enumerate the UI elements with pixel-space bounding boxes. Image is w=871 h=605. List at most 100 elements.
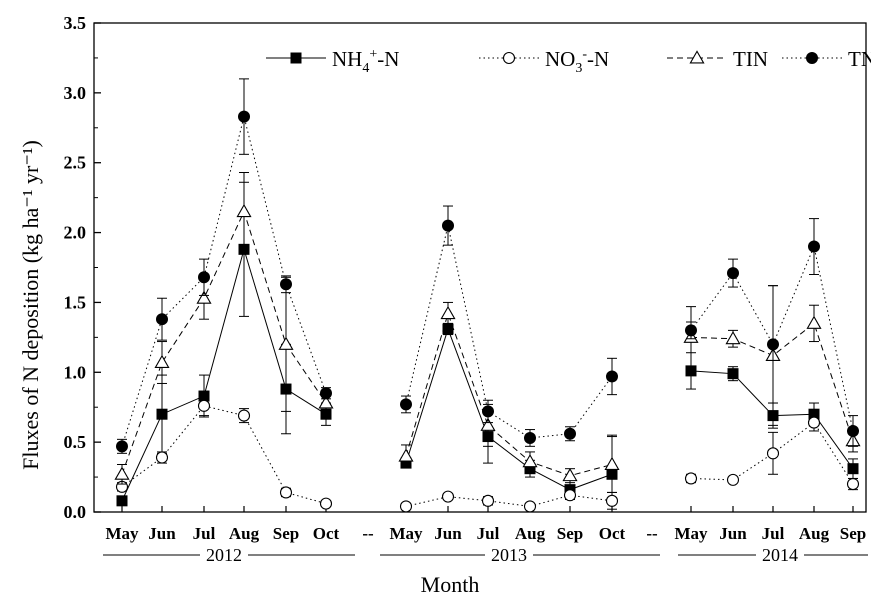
series-line <box>405 327 613 491</box>
y-tick-label: 2.0 <box>64 223 87 243</box>
year-label: 2012 <box>206 545 242 565</box>
data-point-tn <box>198 271 210 284</box>
data-point-nh4 <box>727 368 739 380</box>
month-label: Aug <box>799 524 830 543</box>
legend-label: NO3--N <box>545 47 609 76</box>
data-point-tin <box>522 453 538 468</box>
data-point-tn <box>156 313 168 326</box>
month-label: Sep <box>840 524 866 543</box>
data-point-tin <box>689 50 705 64</box>
month-label: May <box>389 524 423 543</box>
data-point-tin <box>480 417 496 431</box>
data-point-tn <box>280 278 292 291</box>
data-point-nh4 <box>320 408 332 420</box>
data-point-tn <box>564 427 576 440</box>
plot-area <box>93 22 867 513</box>
month-label: Jun <box>434 524 462 543</box>
y-axis-title: Fluxes of N deposition (kg ha⁻¹ yr⁻¹) <box>18 140 43 470</box>
data-point-tn <box>238 110 250 123</box>
data-point-no3 <box>766 447 780 460</box>
legend-label: TIN <box>733 47 768 71</box>
data-point-nh4 <box>290 52 302 64</box>
series-nh <box>116 181 859 513</box>
data-point-tn <box>808 240 820 253</box>
data-point-tin <box>725 331 741 345</box>
data-point-tin <box>440 305 456 320</box>
series-line <box>405 494 613 507</box>
series-layer <box>114 78 861 513</box>
data-point-no3 <box>523 500 537 513</box>
data-point-tin <box>318 395 334 409</box>
legend-label: NH4+-N <box>332 47 399 76</box>
data-point-tin <box>562 467 578 482</box>
series-line <box>405 311 613 477</box>
y-axis: 0.0 0.5 1.0 1.5 2.0 2.5 3.0 3.5 <box>64 13 101 522</box>
data-point-no3 <box>319 497 333 510</box>
data-point-no3 <box>807 416 821 429</box>
month-label: Aug <box>229 524 260 543</box>
plot-border <box>93 22 867 513</box>
data-point-tin <box>196 290 212 304</box>
month-label: Oct <box>313 524 340 543</box>
month-label: Oct <box>599 524 626 543</box>
data-point-tin <box>236 203 252 218</box>
data-point-tn <box>806 52 818 64</box>
data-point-tn <box>685 324 697 337</box>
month-label: Jun <box>148 524 176 543</box>
series-line <box>121 405 327 505</box>
data-point-no3 <box>155 451 169 464</box>
y-tick-label: 2.5 <box>64 153 87 173</box>
month-label: Jul <box>762 524 785 543</box>
series-line <box>121 210 327 475</box>
year-label: 2013 <box>491 545 527 565</box>
data-point-nh4 <box>156 408 168 420</box>
year-label: 2014 <box>762 545 798 565</box>
data-point-no3 <box>399 500 413 513</box>
y-tick-label: 3.5 <box>64 13 87 33</box>
y-tick-label: 0.5 <box>64 432 87 452</box>
data-point-tn <box>524 431 536 444</box>
data-point-tn <box>320 387 332 400</box>
data-point-tin <box>398 448 414 462</box>
month-label: Jun <box>719 524 747 543</box>
series-no <box>115 395 860 513</box>
data-point-nh4 <box>442 323 454 335</box>
y-tick-label: 1.0 <box>64 362 87 382</box>
legend: NH4+-N NO3--N TIN TN <box>266 47 871 76</box>
y-tick-label: 0.0 <box>64 502 87 522</box>
month-label: Jul <box>193 524 216 543</box>
data-point-no3 <box>846 478 860 491</box>
series-line <box>121 116 327 447</box>
month-label: Aug <box>515 524 546 543</box>
legend-label: TN <box>848 47 871 71</box>
data-point-tin <box>278 336 294 350</box>
data-point-no3 <box>502 51 516 65</box>
data-point-no3 <box>605 494 619 507</box>
data-point-nh4 <box>116 495 128 507</box>
data-point-no3 <box>726 473 740 486</box>
data-point-no3 <box>481 494 495 507</box>
month-label: May <box>674 524 708 543</box>
data-point-nh4 <box>685 365 697 377</box>
data-point-no3 <box>237 409 251 422</box>
series-tin <box>114 171 861 493</box>
data-point-tin <box>806 315 822 329</box>
data-point-no3 <box>684 472 698 485</box>
data-point-no3 <box>441 490 455 503</box>
data-point-tn <box>606 370 618 383</box>
y-tick-label: 1.5 <box>64 292 87 312</box>
data-point-no3 <box>197 399 211 412</box>
data-point-tn <box>767 338 779 351</box>
x-axis-title: Month <box>421 572 480 597</box>
data-point-no3 <box>279 486 293 499</box>
data-point-tin <box>154 354 170 369</box>
data-point-tin <box>114 466 130 480</box>
data-point-no3 <box>563 489 577 502</box>
data-point-tin <box>604 456 620 470</box>
series-line <box>121 247 327 502</box>
series-tn <box>116 78 859 454</box>
month-label: May <box>105 524 139 543</box>
data-point-tn <box>727 267 739 280</box>
month-label: Sep <box>557 524 583 543</box>
